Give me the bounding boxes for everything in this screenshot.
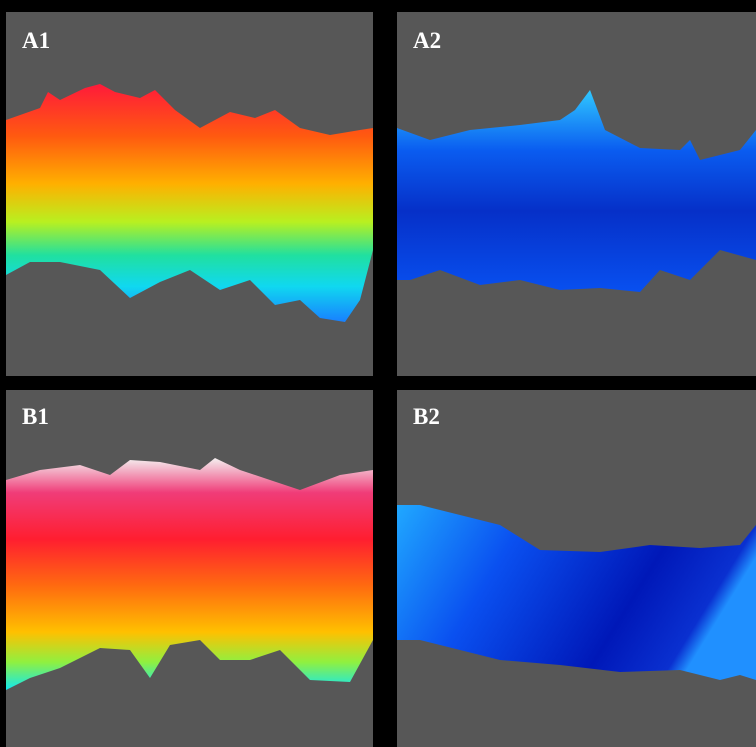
figure: A1 A2 B1 B2 (0, 0, 756, 747)
panel-label: B2 (413, 404, 440, 429)
panel-label: A1 (22, 28, 50, 53)
panel-label: B1 (22, 404, 49, 429)
panel-label: A2 (413, 28, 441, 53)
